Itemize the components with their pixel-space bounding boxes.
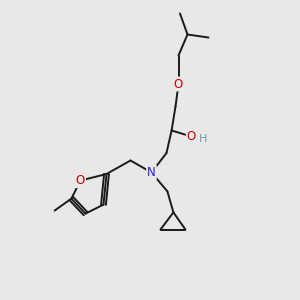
Text: O: O <box>187 130 196 143</box>
Text: N: N <box>147 166 156 179</box>
Text: O: O <box>76 174 85 187</box>
Text: H: H <box>199 134 208 144</box>
Text: O: O <box>174 77 183 91</box>
